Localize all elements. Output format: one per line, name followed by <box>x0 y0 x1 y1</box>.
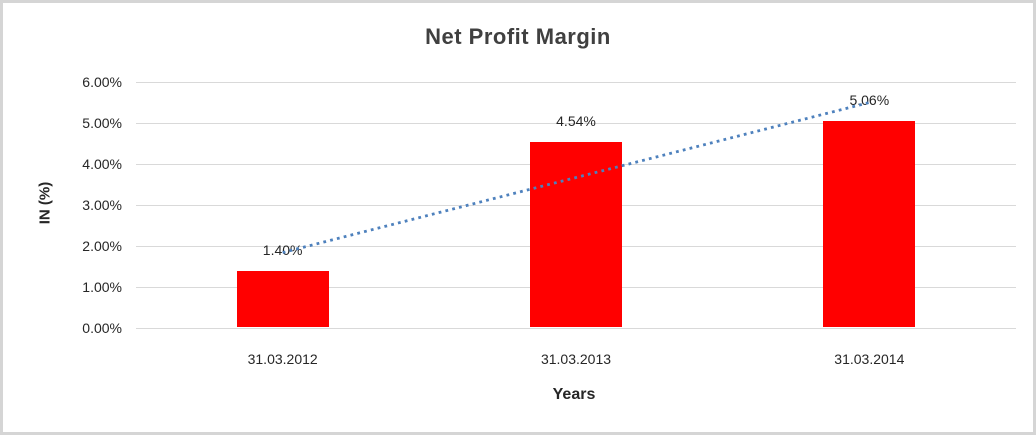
data-label: 1.40% <box>262 241 303 258</box>
bar <box>823 120 916 327</box>
y-tick-label: 3.00% <box>82 197 122 213</box>
y-tick-label: 4.00% <box>82 156 122 172</box>
data-label: 5.06% <box>849 91 890 108</box>
x-tick-label: 31.03.2013 <box>540 351 612 367</box>
y-tick-label: 1.00% <box>82 279 122 295</box>
y-tick-label: 5.00% <box>82 115 122 131</box>
data-label: 4.54% <box>556 112 596 129</box>
gridline <box>136 327 1016 329</box>
y-tick-label: 2.00% <box>82 238 122 254</box>
y-tick-label: 6.00% <box>82 74 122 90</box>
x-tick-label: 31.03.2014 <box>834 351 905 367</box>
x-tick-label: 31.03.2012 <box>247 351 318 367</box>
gridline <box>136 81 1016 83</box>
bar <box>530 141 622 327</box>
bar <box>236 270 329 327</box>
y-tick-label: 0.00% <box>82 320 122 336</box>
chart-title: Net Profit Margin <box>425 24 611 49</box>
x-axis-title: Years <box>552 386 596 403</box>
